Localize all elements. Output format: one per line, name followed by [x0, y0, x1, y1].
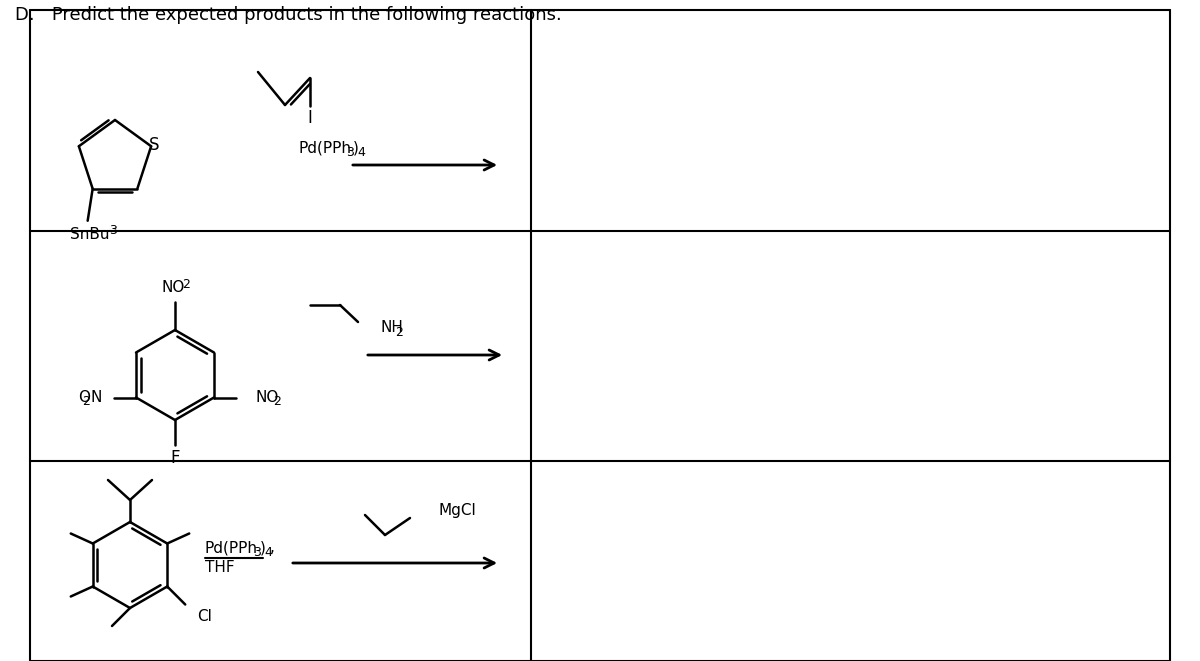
Text: Pd(PPh: Pd(PPh	[205, 541, 258, 555]
Text: 4: 4	[358, 145, 365, 159]
Text: I: I	[307, 109, 312, 127]
Text: NO: NO	[161, 280, 185, 295]
Text: S: S	[149, 136, 160, 154]
Text: 4: 4	[264, 545, 272, 559]
Text: SnBu: SnBu	[70, 227, 109, 242]
Text: Pd(PPh: Pd(PPh	[298, 141, 352, 155]
Text: 2: 2	[274, 395, 281, 408]
Text: ): )	[260, 541, 266, 555]
Text: 2: 2	[82, 395, 90, 408]
Text: 3: 3	[346, 145, 354, 159]
Text: N: N	[91, 390, 102, 405]
Text: Cl: Cl	[197, 609, 212, 624]
Text: D.   Predict the expected products in the following reactions.: D. Predict the expected products in the …	[14, 6, 562, 24]
Text: ): )	[353, 141, 359, 155]
Text: 2: 2	[182, 278, 190, 290]
Text: 3: 3	[109, 224, 116, 237]
Text: NO: NO	[256, 390, 280, 405]
Text: F: F	[170, 449, 180, 467]
Text: 3: 3	[253, 545, 260, 559]
Text: O: O	[78, 390, 90, 405]
Text: 2: 2	[395, 325, 403, 338]
Text: ,: ,	[270, 541, 275, 555]
Text: MgCl: MgCl	[438, 502, 475, 518]
Text: THF: THF	[205, 561, 235, 576]
Text: NH: NH	[380, 321, 403, 336]
